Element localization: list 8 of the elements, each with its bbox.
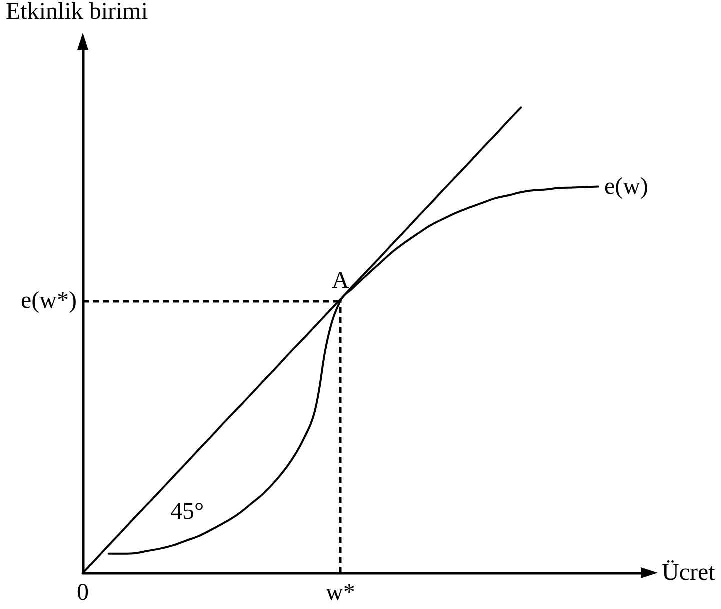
annotation: 45° xyxy=(170,498,204,525)
y-axis-title: Etkinlik birimi xyxy=(6,0,148,25)
series-label: e(w) xyxy=(604,174,648,200)
ref-line-label: e(w*) xyxy=(21,288,77,314)
x-tick-label: 0 xyxy=(77,580,89,606)
x-axis-title: Ücret xyxy=(662,560,716,586)
x-tick-label: w* xyxy=(326,580,356,606)
annotation: A xyxy=(332,268,350,294)
